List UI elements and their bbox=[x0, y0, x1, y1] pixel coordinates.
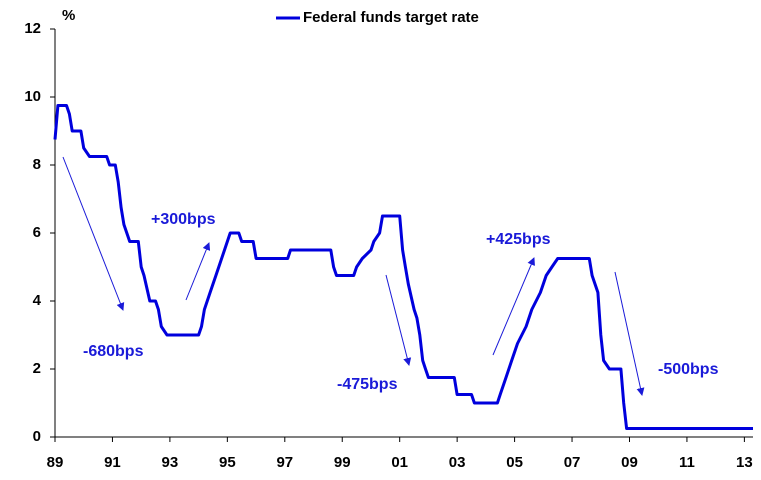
arrow bbox=[185, 242, 211, 301]
y-tick-label: 4 bbox=[33, 292, 42, 309]
x-tick-label: 97 bbox=[276, 454, 293, 471]
x-tick-label: 09 bbox=[621, 454, 638, 471]
arrow bbox=[385, 274, 412, 366]
annotation: -680bps bbox=[83, 343, 144, 360]
legend-label: Federal funds target rate bbox=[303, 9, 479, 26]
x-tick-label: 91 bbox=[104, 454, 121, 471]
x-tick-label: 05 bbox=[506, 454, 523, 471]
annotation: +425bps bbox=[486, 231, 551, 248]
x-tick-label: 99 bbox=[334, 454, 351, 471]
y-axis-label: % bbox=[62, 7, 75, 24]
line-series bbox=[53, 104, 753, 430]
annotation: +300bps bbox=[151, 211, 216, 228]
x-tick-label: 93 bbox=[162, 454, 179, 471]
annotation: -475bps bbox=[337, 376, 398, 393]
arrow bbox=[614, 271, 645, 396]
x-tick-label: 13 bbox=[736, 454, 753, 471]
x-tick-label: 01 bbox=[391, 454, 408, 471]
y-tick-label: 12 bbox=[24, 20, 41, 37]
x-tick-label: 03 bbox=[449, 454, 466, 471]
x-tick-label: 89 bbox=[47, 454, 64, 471]
arrow bbox=[492, 257, 535, 356]
x-tick-label: 07 bbox=[564, 454, 581, 471]
annotation: -500bps bbox=[658, 361, 719, 378]
y-tick-label: 8 bbox=[33, 156, 41, 173]
y-tick-label: 0 bbox=[33, 428, 41, 445]
y-tick-label: 10 bbox=[24, 88, 41, 105]
arrows bbox=[62, 156, 645, 396]
y-tick-label: 2 bbox=[33, 360, 41, 377]
x-tick-label: 95 bbox=[219, 454, 236, 471]
x-tick-label: 11 bbox=[679, 454, 695, 471]
arrow bbox=[62, 156, 125, 311]
y-tick-label: 6 bbox=[33, 224, 41, 241]
